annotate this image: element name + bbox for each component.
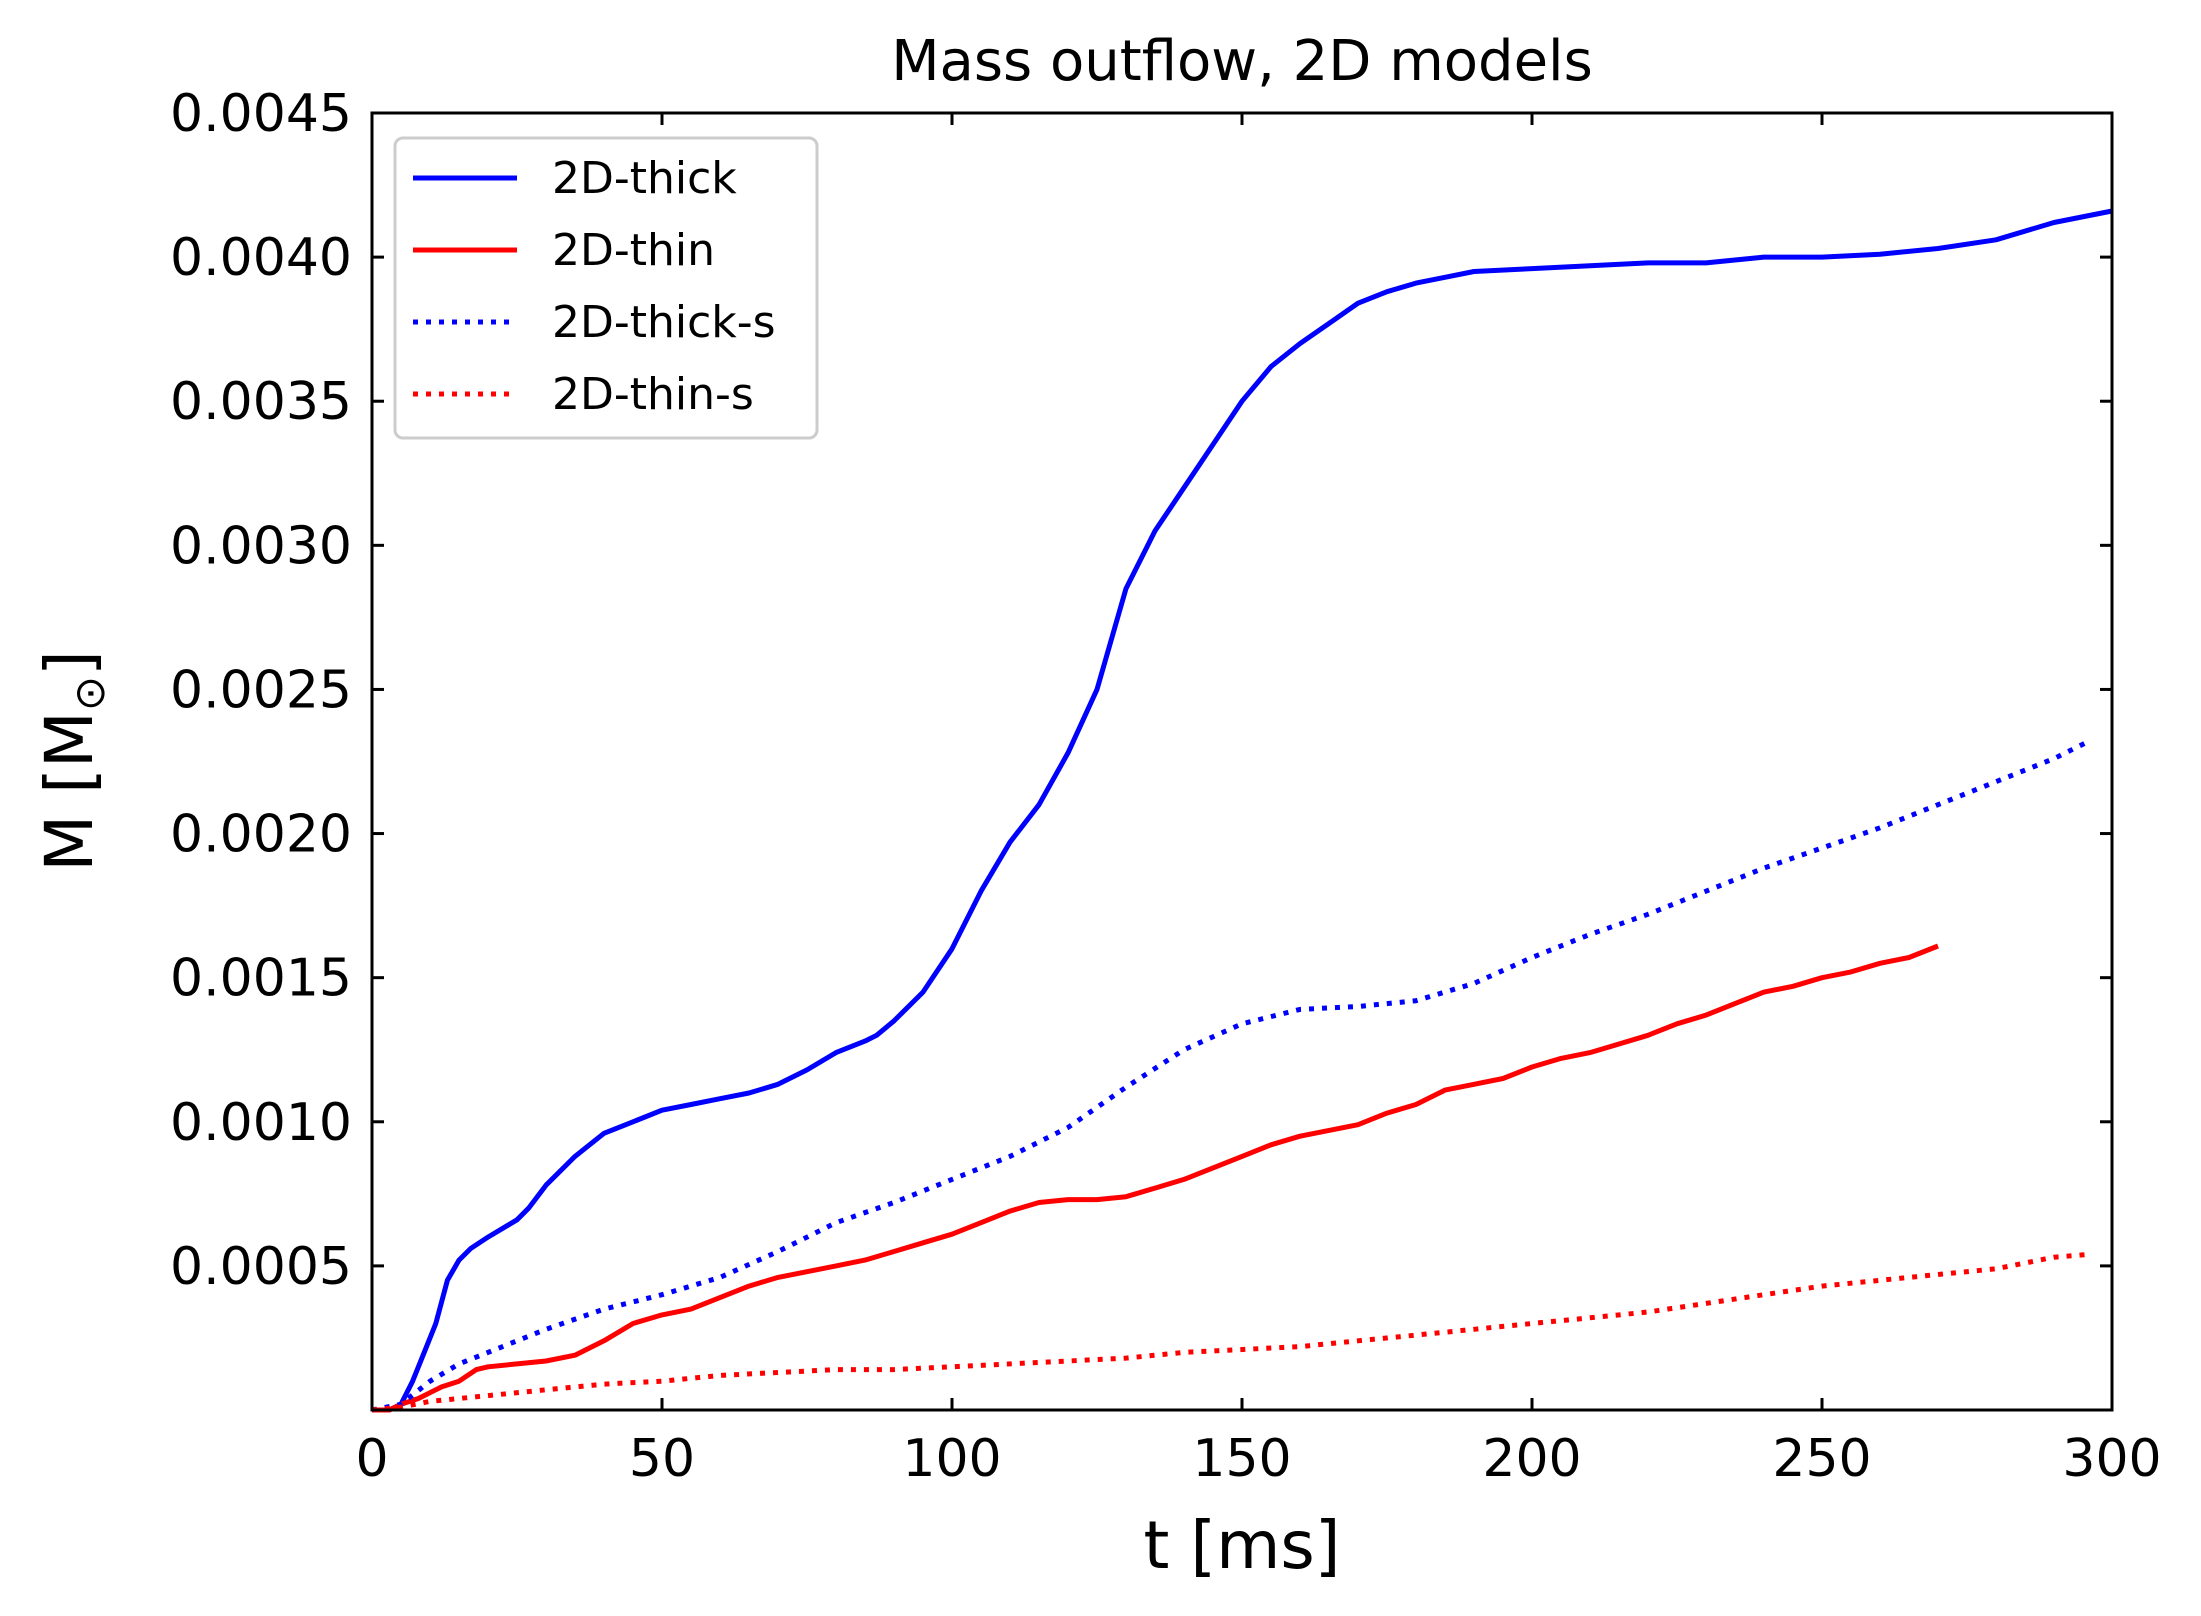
legend-label-2D-thin-s: 2D-thin-s xyxy=(552,369,754,420)
chart-title: Mass outflow, 2D models xyxy=(891,29,1593,94)
x-axis: 0 50 100 150 200 250 300 xyxy=(355,113,2162,1489)
legend-box xyxy=(393,136,819,440)
y-tick-label: 0.0025 xyxy=(170,660,352,720)
series-line-2D-thick-s xyxy=(371,739,2090,1413)
y-tick-label: 0.0015 xyxy=(170,949,352,1009)
legend-label-2D-thick-s: 2D-thick-s xyxy=(552,297,776,348)
x-tick-label: 200 xyxy=(1482,1429,1581,1489)
y-axis-label: M [M⊙] xyxy=(31,650,114,872)
legend-label-2D-thin: 2D-thin xyxy=(552,225,715,276)
series-line-2D-thin-s xyxy=(371,1251,2090,1413)
x-tick-label: 0 xyxy=(355,1429,388,1489)
x-tick-label: 100 xyxy=(902,1429,1001,1489)
y-tick-label: 0.0005 xyxy=(170,1237,352,1297)
x-tick-label: 300 xyxy=(2062,1429,2161,1489)
y-tick-label: 0.0010 xyxy=(170,1093,352,1153)
x-tick-label: 250 xyxy=(1772,1429,1871,1489)
y-axis-label-text: M [M xyxy=(31,711,108,872)
series-line-2D-thin xyxy=(372,943,1939,1413)
x-tick-label: 50 xyxy=(629,1429,695,1489)
y-axis-label-symbol: ⊙ xyxy=(65,676,114,711)
legend-label-2D-thick: 2D-thick xyxy=(552,153,737,204)
legend: 2D-thick 2D-thin 2D-thick-s 2D-thin-s xyxy=(393,136,819,440)
x-tick-label: 150 xyxy=(1192,1429,1291,1489)
y-tick-label: 0.0040 xyxy=(170,228,352,288)
y-axis-label-close: ] xyxy=(31,650,108,676)
y-tick-label: 0.0020 xyxy=(170,805,352,865)
y-tick-label: 0.0030 xyxy=(170,516,352,576)
plot-lines xyxy=(371,208,2113,1413)
y-tick-label: 0.0045 xyxy=(170,84,352,144)
y-axis: 0.0005 0.0010 0.0015 0.0020 0.0025 0.0030 0.00… xyxy=(170,84,2112,1297)
y-tick-label: 0.0035 xyxy=(170,372,352,432)
series-line-2D-thick xyxy=(372,208,2113,1413)
x-axis-label: t [ms] xyxy=(1143,1507,1340,1584)
